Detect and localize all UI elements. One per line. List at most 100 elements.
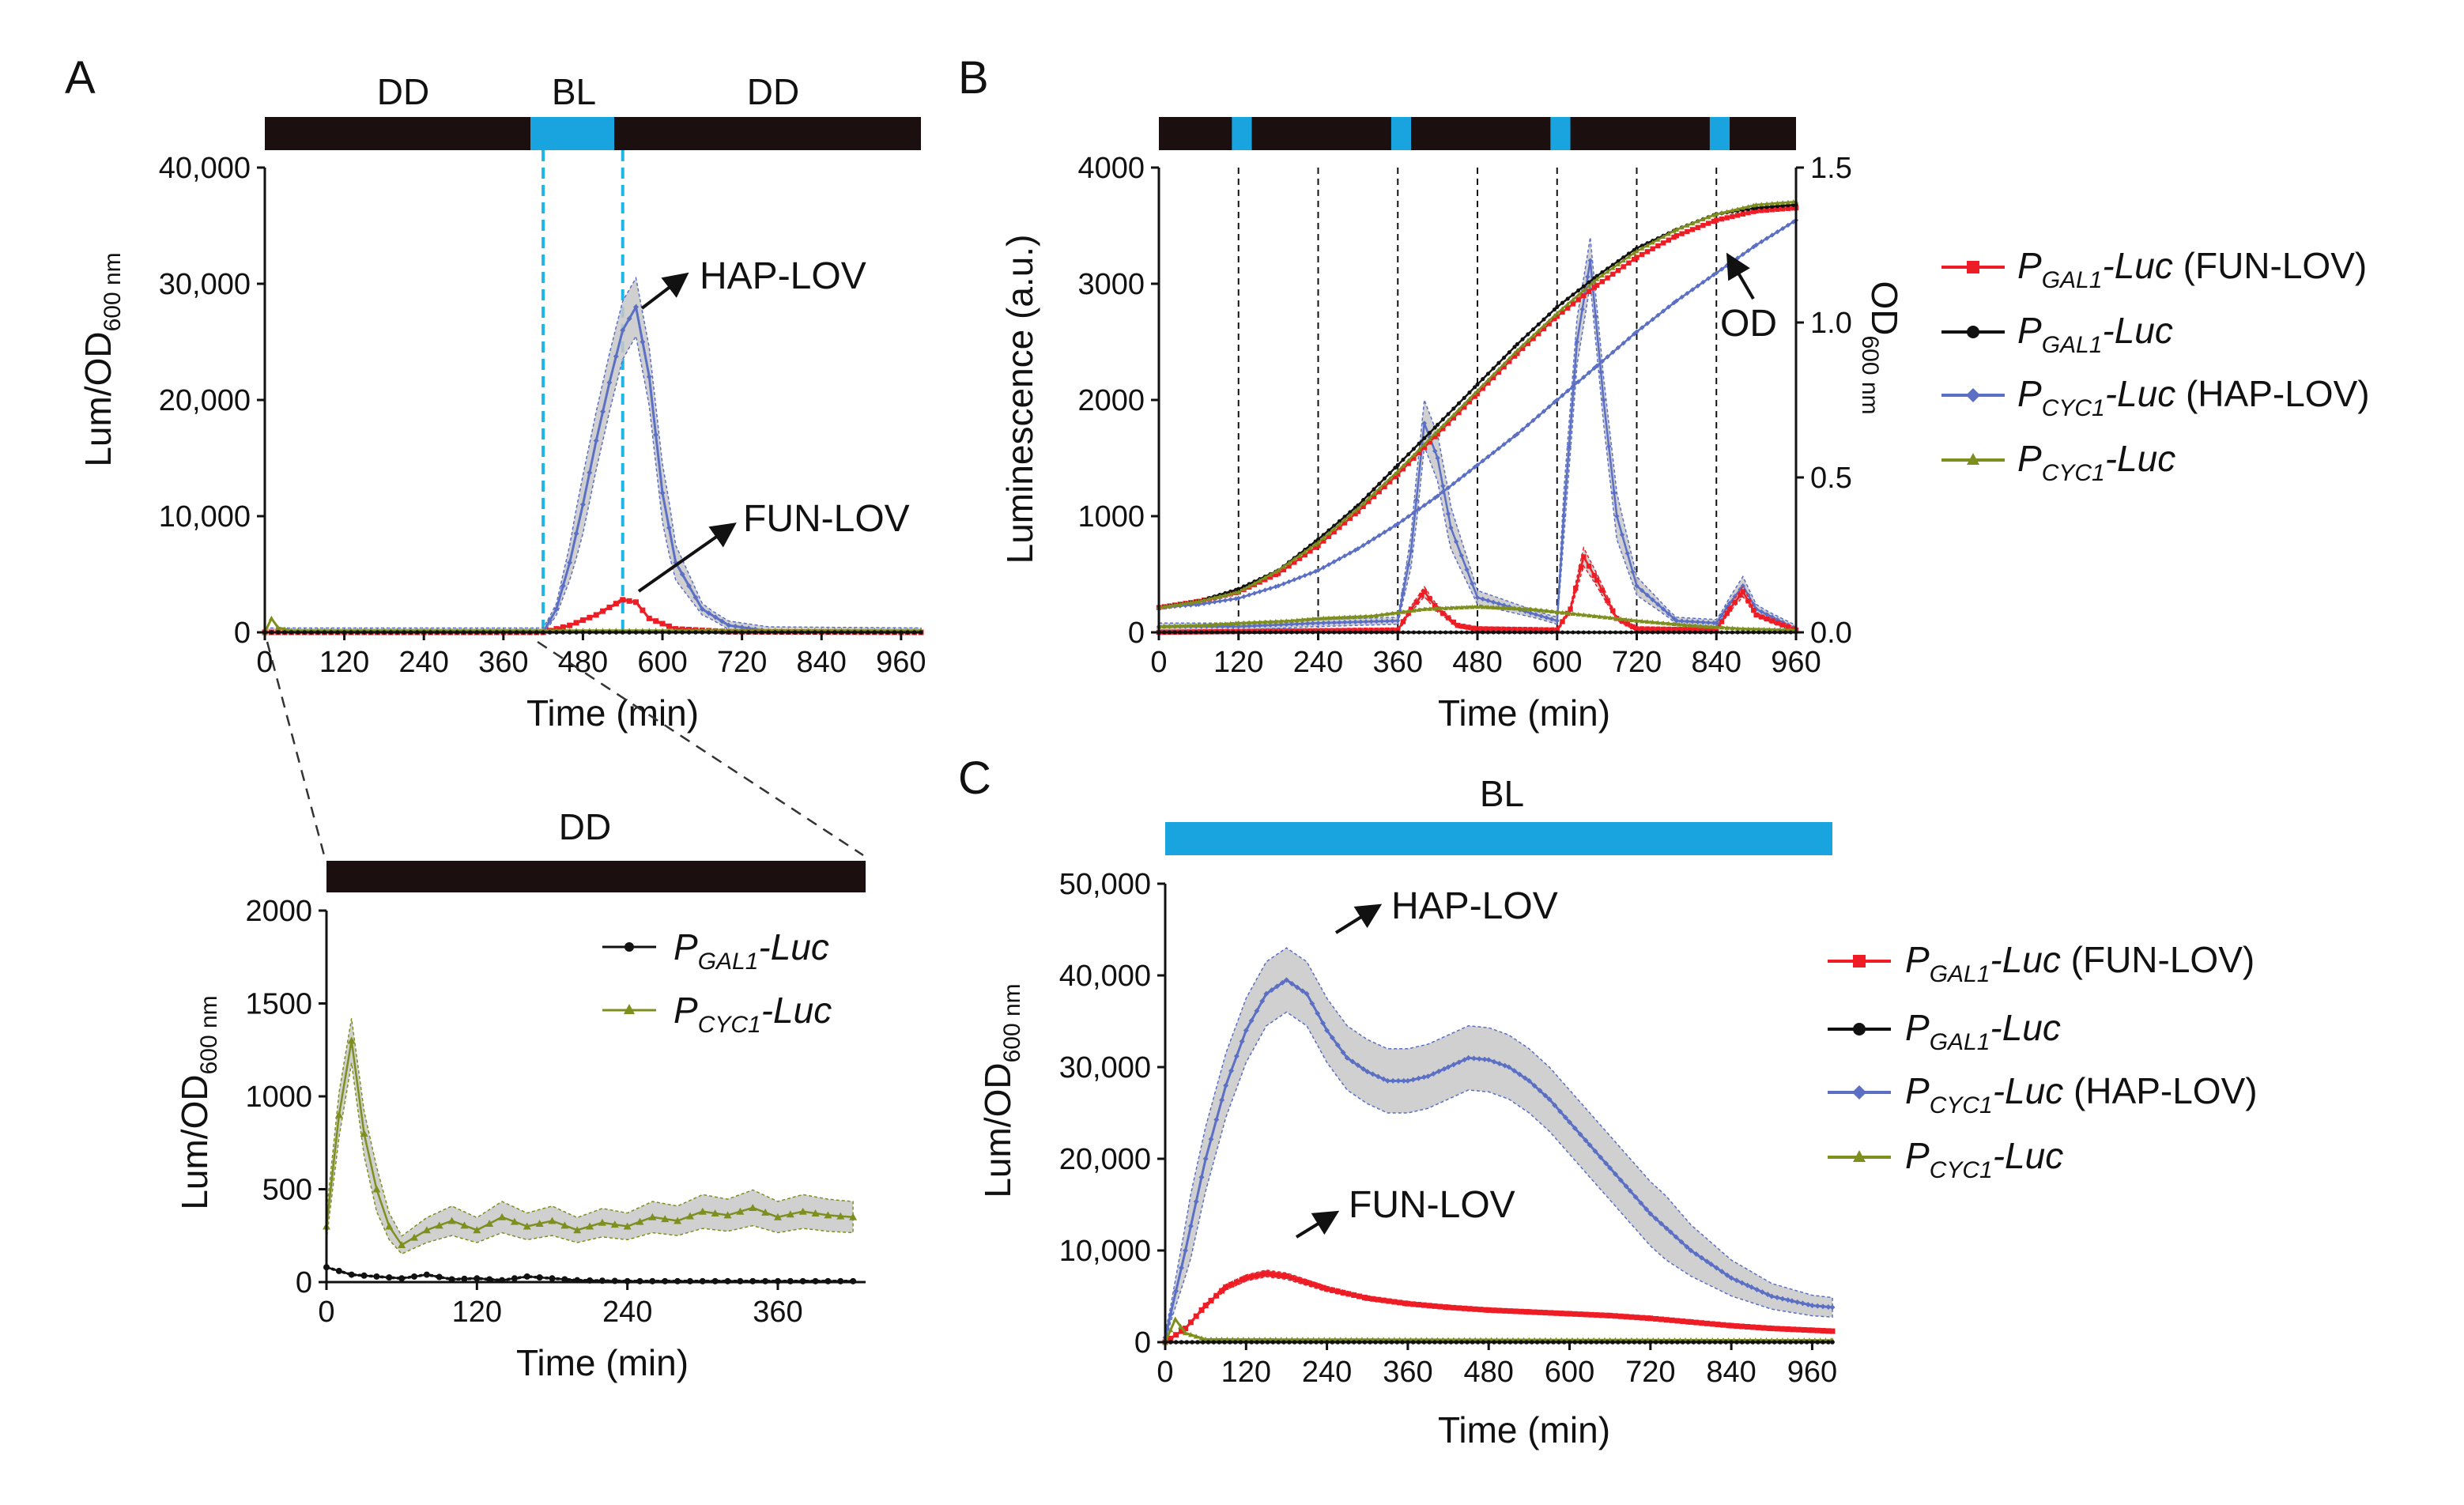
point-hap-lov-lum (1453, 539, 1459, 545)
point-fun-lov (1774, 1326, 1780, 1332)
point-hap-lov-od (1183, 602, 1188, 609)
point-fun-lov (1183, 1326, 1189, 1332)
point-hap-lov (1193, 1198, 1199, 1205)
point-pcyc1-luc-lum (1517, 605, 1523, 611)
point-pcyc1-luc-od (1217, 594, 1223, 599)
y-tick-label-40000: 40,000 (159, 152, 251, 185)
legend-item-fun-c: PGAL1-Luc (FUN-LOV) (1828, 939, 2255, 987)
point-hap-lov-od (1605, 354, 1610, 360)
point-hap-lov (1638, 1200, 1644, 1206)
point-fun-lov (626, 598, 632, 604)
point-fun-lov-od (1262, 577, 1268, 583)
point-pcyc1-luc (1187, 1332, 1194, 1337)
point-hap-lov-od (1753, 242, 1759, 248)
legend-b: PGAL1-Luc (FUN-LOV) PGAL1-Luc PCYC1-Luc … (1941, 245, 2370, 486)
point-hap-lov (1168, 1311, 1174, 1318)
point-pcyc1-luc-od (1594, 276, 1600, 281)
point-hap-lov-od (1655, 312, 1661, 319)
y-axis-label-c: Lum/OD600 nm (977, 983, 1025, 1198)
point-pcyc1-luc (473, 1226, 481, 1234)
point-hap-lov-od (1511, 433, 1518, 439)
point-pcyc1-luc-lum (1602, 614, 1608, 620)
point-hap-lov-od (1353, 547, 1358, 553)
point-hap-lov-od (1341, 553, 1348, 559)
point-pcyc1-luc-lum (1326, 615, 1332, 620)
point-pcyc1-luc-od (1307, 545, 1313, 550)
point-pgal1-luc-od (1387, 470, 1392, 476)
point-fun-lov-od (1392, 474, 1398, 480)
point-hap-lov-lum (1764, 612, 1770, 617)
y-axis-label-a: Lum/OD600 nm (77, 252, 126, 466)
point-fun-lov-od (1554, 313, 1560, 319)
x-tick-label-240: 240 (1293, 646, 1343, 679)
point-pgal1-luc-od (1440, 417, 1445, 422)
point-hap-lov (1405, 1077, 1411, 1084)
series-fun-lov (1162, 1269, 1836, 1345)
point-fun-lov-od (1714, 217, 1719, 223)
point-hap-lov-lum (1560, 534, 1565, 540)
point-fun-lov-od (1780, 206, 1786, 212)
point-pcyc1-luc (523, 1222, 531, 1230)
point-pgal1-luc-od (1626, 251, 1631, 256)
point-hap-lov-od (1246, 592, 1252, 598)
point-hap-lov-lum (1769, 614, 1775, 620)
point-pcyc1-luc (723, 1211, 732, 1219)
point-fun-lov-od (1400, 466, 1406, 472)
legend-item-hap-c: PCYC1-Luc (HAP-LOV) (1828, 1070, 2258, 1118)
point-hap-lov (1754, 1286, 1760, 1292)
point-pcyc1-luc-od (1705, 214, 1711, 220)
point-pcyc1-luc-lum (1564, 610, 1571, 616)
x-axis-label-b: Time (min) (1438, 692, 1610, 734)
point-fun-lov (1518, 1308, 1524, 1315)
point-hap-lov (1294, 984, 1300, 990)
y-tick-label-0: 0 (234, 617, 251, 650)
light-pulse-120 (1232, 117, 1252, 150)
point-pcyc1-luc-lum (1201, 622, 1207, 628)
point-hap-lov (1531, 1083, 1538, 1089)
point-hap-lov-od (1564, 388, 1571, 394)
point-pcyc1-luc-od (1355, 506, 1361, 511)
point-fun-lov-lum (1634, 626, 1640, 632)
point-pcyc1-luc-od (1292, 556, 1297, 562)
point-hap-lov (1202, 1156, 1209, 1162)
point-pcyc1-luc (360, 1130, 368, 1137)
point-pcyc1-luc-lum (1496, 605, 1502, 610)
point-fun-lov (1370, 1296, 1376, 1302)
point-fun-lov (1634, 1315, 1640, 1321)
point-pcyc1-luc (372, 1185, 381, 1193)
point-fun-lov (1583, 1311, 1589, 1318)
point-hap-lov (1380, 1076, 1387, 1082)
point-fun-lov-od (1751, 209, 1756, 214)
point-fun-lov-lum (1660, 626, 1666, 632)
point-pcyc1-luc-od (1421, 441, 1428, 447)
point-hap-lov (1334, 1042, 1341, 1048)
svg-text:PCYC1-Luc (HAP-LOV): PCYC1-Luc (HAP-LOV) (1905, 1070, 2258, 1118)
point-pcyc1-luc (1193, 1333, 1199, 1339)
point-fun-lov-od (1650, 246, 1655, 251)
point-hap-lov-od (1286, 579, 1292, 585)
point-fun-lov (1410, 1301, 1417, 1307)
point-hap-lov-lum (1390, 618, 1395, 624)
point-pcyc1-luc-od (1201, 598, 1207, 602)
point-fun-lov-od (1326, 534, 1332, 539)
point-fun-lov (1426, 1303, 1432, 1309)
point-fun-lov-lum (1581, 554, 1587, 560)
point-hap-lov (1259, 998, 1266, 1004)
point-pgal1-luc (348, 1271, 355, 1278)
point-hap-lov-lum (1501, 602, 1507, 608)
point-hap-lov-od (1206, 600, 1213, 605)
point-fun-lov-lum (1677, 627, 1682, 632)
point-fun-lov-od (1575, 297, 1581, 303)
point-fun-lov (1324, 1286, 1330, 1292)
point-hap-lov (1470, 1055, 1477, 1062)
x-tick-label-840: 840 (1692, 646, 1741, 679)
point-hap-lov-lum (1700, 620, 1706, 625)
point-pcyc1-luc-lum (1703, 624, 1709, 629)
point-fun-lov-lum (1507, 626, 1512, 632)
point-pgal1-luc-od (1417, 441, 1421, 446)
point-hap-lov-lum (1601, 397, 1606, 403)
point-hap-lov-od (1714, 270, 1719, 276)
point-pcyc1-luc-od (1360, 500, 1366, 506)
point-pgal1-luc (360, 1272, 368, 1279)
panel-a-inset: DD 0 120 240 360 0 500 1000 1500 2000 Lum/OD600 … (174, 806, 866, 1383)
